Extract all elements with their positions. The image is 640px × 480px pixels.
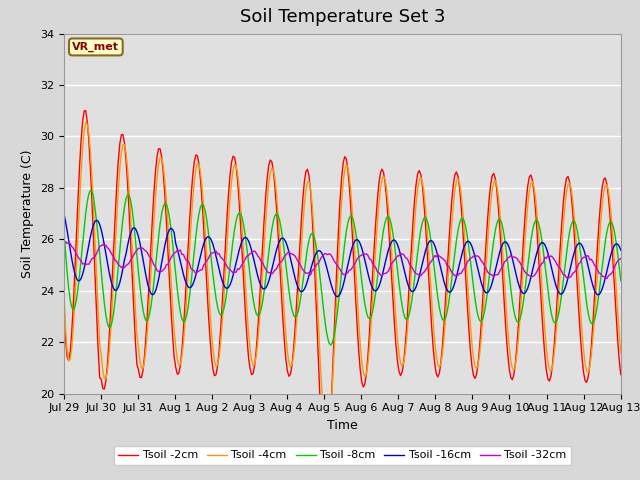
Tsoil -4cm (246, 346, 254, 352)
Tsoil -2cm (228, 159, 236, 165)
Y-axis label: Soil Temperature (C): Soil Temperature (C) (22, 149, 35, 278)
Tsoil -4cm (228, 179, 236, 185)
Title: Soil Temperature Set 3: Soil Temperature Set 3 (239, 9, 445, 26)
Tsoil -4cm (255, 319, 263, 324)
Tsoil -2cm (323, 468, 330, 474)
Tsoil -16cm (588, 277, 595, 283)
Tsoil -16cm (617, 247, 625, 253)
Tsoil -32cm (228, 268, 236, 274)
Tsoil -8cm (130, 220, 138, 226)
Tsoil -8cm (589, 321, 596, 326)
Legend: Tsoil -2cm, Tsoil -4cm, Tsoil -8cm, Tsoil -16cm, Tsoil -32cm: Tsoil -2cm, Tsoil -4cm, Tsoil -8cm, Tsoi… (114, 446, 571, 465)
Tsoil -16cm (244, 238, 252, 244)
Tsoil -32cm (130, 252, 138, 258)
Tsoil -4cm (617, 350, 625, 356)
Tsoil -16cm (333, 294, 341, 300)
Tsoil -2cm (82, 108, 90, 113)
Tsoil -2cm (255, 300, 263, 306)
Tsoil -4cm (130, 276, 138, 282)
Tsoil -2cm (589, 321, 596, 327)
Line: Tsoil -4cm: Tsoil -4cm (64, 122, 621, 440)
Tsoil -16cm (226, 282, 234, 288)
Tsoil -32cm (603, 276, 611, 281)
Line: Tsoil -2cm: Tsoil -2cm (64, 110, 621, 471)
Tsoil -8cm (327, 342, 335, 348)
Line: Tsoil -8cm: Tsoil -8cm (64, 191, 621, 345)
Tsoil -4cm (589, 336, 596, 341)
Tsoil -8cm (246, 273, 254, 279)
Tsoil -2cm (60, 302, 68, 308)
Line: Tsoil -16cm: Tsoil -16cm (64, 214, 621, 297)
Tsoil -8cm (255, 312, 263, 318)
Tsoil -32cm (588, 256, 595, 262)
Tsoil -8cm (228, 250, 236, 255)
Tsoil -4cm (323, 437, 330, 443)
Tsoil -32cm (246, 251, 254, 256)
Tsoil -8cm (617, 278, 625, 284)
Tsoil -32cm (617, 256, 625, 262)
Tsoil -16cm (303, 278, 311, 284)
Tsoil -2cm (617, 372, 625, 377)
Tsoil -16cm (254, 274, 262, 279)
Tsoil -8cm (60, 228, 68, 234)
Tsoil -32cm (305, 270, 313, 276)
Line: Tsoil -32cm: Tsoil -32cm (64, 242, 621, 278)
Tsoil -32cm (255, 255, 263, 261)
Tsoil -16cm (60, 211, 68, 217)
Tsoil -32cm (60, 239, 68, 245)
Tsoil -16cm (129, 226, 136, 232)
Tsoil -2cm (130, 309, 138, 314)
Tsoil -2cm (305, 173, 313, 179)
Tsoil -4cm (305, 179, 313, 184)
Tsoil -32cm (61, 239, 69, 245)
Tsoil -8cm (86, 188, 94, 193)
Tsoil -4cm (82, 119, 90, 125)
Tsoil -2cm (246, 366, 254, 372)
Text: VR_met: VR_met (72, 42, 119, 52)
Tsoil -4cm (60, 292, 68, 298)
X-axis label: Time: Time (327, 419, 358, 432)
Tsoil -8cm (305, 237, 313, 243)
